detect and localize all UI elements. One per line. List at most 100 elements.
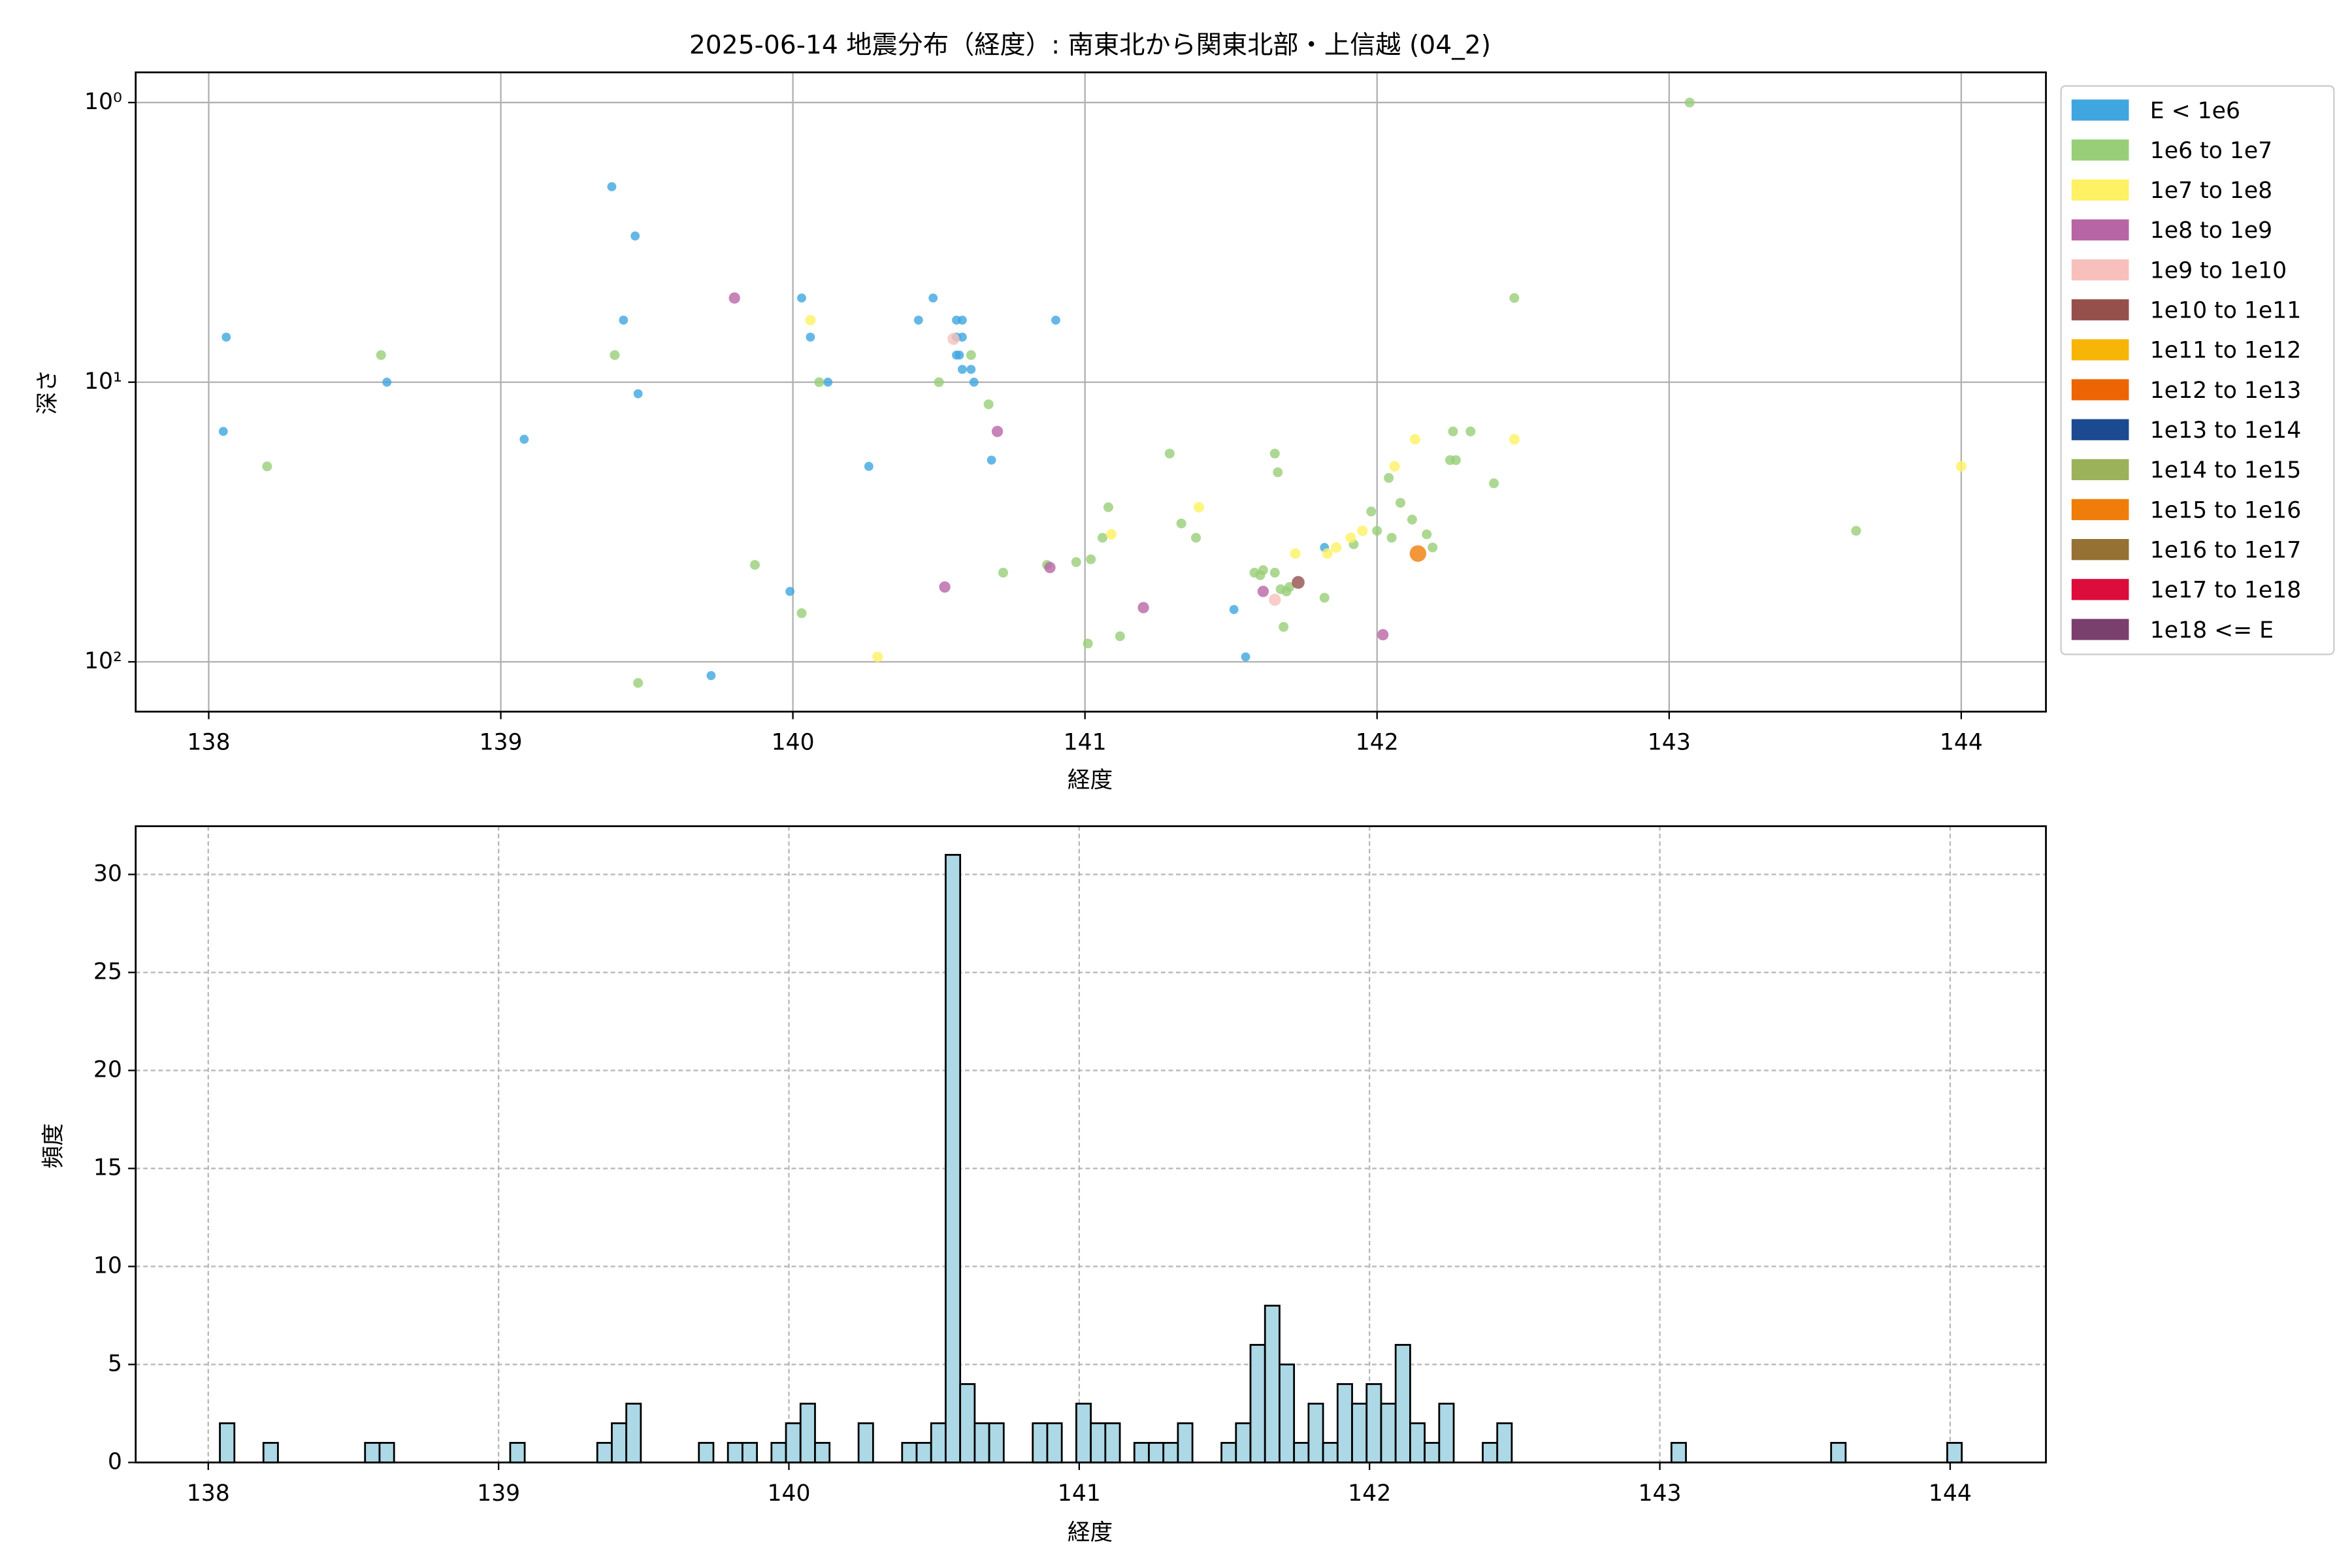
data-point <box>983 399 994 410</box>
data-point <box>1319 593 1330 603</box>
data-point <box>957 333 967 342</box>
histogram-bar <box>1235 1422 1252 1463</box>
histogram-bar <box>785 1422 802 1463</box>
y-tick-label: 0 <box>108 1448 122 1475</box>
data-point <box>1071 557 1081 567</box>
data-point <box>991 425 1004 437</box>
data-point <box>1851 525 1861 536</box>
legend-swatch <box>2071 459 2129 480</box>
data-point <box>998 568 1008 578</box>
data-point <box>1407 514 1417 525</box>
histogram-bar <box>901 1442 918 1463</box>
data-point <box>1377 629 1389 641</box>
histogram-bar <box>930 1422 947 1463</box>
histogram-bar <box>1148 1442 1165 1463</box>
data-point <box>749 560 760 570</box>
data-point <box>1257 585 1269 597</box>
data-point <box>987 455 996 465</box>
data-point <box>1255 570 1266 580</box>
histogram-bar <box>1162 1442 1179 1463</box>
histogram-bar <box>1133 1442 1150 1463</box>
plot-frame <box>135 71 2047 713</box>
data-point <box>1086 554 1096 564</box>
legend-swatch <box>2071 99 2129 121</box>
data-point <box>1269 448 1280 459</box>
data-point <box>939 581 951 593</box>
data-point <box>1422 529 1432 540</box>
data-point <box>1279 622 1289 632</box>
data-point <box>1465 426 1476 436</box>
histogram-bar <box>915 1442 932 1463</box>
histogram-bar <box>1322 1442 1339 1463</box>
x-tick-label: 142 <box>1356 730 1399 756</box>
data-point <box>785 587 795 596</box>
legend-label: 1e14 to 1e15 <box>2150 457 2301 483</box>
histogram-bar <box>1409 1422 1426 1463</box>
y-tick-label: 10¹ <box>84 368 122 395</box>
legend-label: 1e13 to 1e14 <box>2150 417 2301 444</box>
x-tick-label: 140 <box>767 1480 810 1507</box>
data-point <box>1103 502 1113 512</box>
histogram-bar <box>364 1442 381 1463</box>
data-point <box>728 292 740 304</box>
x-tick-label: 141 <box>1064 730 1107 756</box>
histogram-bar <box>219 1422 236 1463</box>
histogram-bar <box>1394 1344 1411 1463</box>
data-point <box>1051 316 1060 325</box>
histogram-bar <box>799 1403 816 1463</box>
data-point <box>1273 467 1283 478</box>
data-point <box>1083 638 1093 649</box>
data-point <box>928 293 938 303</box>
data-point <box>1428 542 1438 553</box>
y-tick-label: 20 <box>93 1056 122 1083</box>
data-point <box>262 461 272 472</box>
y-axis-label: 頻度 <box>41 1123 67 1168</box>
data-point <box>1372 525 1382 536</box>
histogram-bar <box>857 1422 874 1463</box>
x-tick-label: 139 <box>477 1480 520 1507</box>
histogram-bar <box>959 1383 976 1463</box>
legend-swatch <box>2071 139 2129 161</box>
histogram-bar <box>1090 1422 1107 1463</box>
legend-swatch <box>2071 299 2129 321</box>
histogram-bar <box>1670 1442 1687 1463</box>
y-tick-label: 30 <box>93 860 122 887</box>
data-point <box>1191 532 1201 543</box>
x-tick-label: 143 <box>1648 730 1691 756</box>
data-point <box>913 316 923 325</box>
histogram-bar <box>1351 1403 1368 1463</box>
data-point <box>957 316 967 325</box>
data-point <box>864 461 874 471</box>
data-point <box>1229 604 1239 614</box>
legend-swatch <box>2071 219 2129 241</box>
histogram-bar <box>1220 1442 1237 1463</box>
data-point <box>1509 434 1520 445</box>
histogram-bar <box>945 854 962 1463</box>
data-point <box>1044 561 1056 574</box>
histogram-bar <box>727 1442 743 1463</box>
data-point <box>1176 518 1186 529</box>
x-axis-label: 経度 <box>1068 1520 1113 1546</box>
y-axis-label: 深さ <box>35 369 61 414</box>
histogram-bar <box>1424 1442 1441 1463</box>
histogram-bar <box>1336 1383 1353 1463</box>
histogram-bar <box>1264 1305 1281 1463</box>
data-point <box>1386 532 1397 543</box>
data-point <box>947 333 960 345</box>
histogram-bar <box>973 1422 990 1463</box>
legend-label: 1e9 to 1e10 <box>2150 257 2287 284</box>
histogram-bar <box>596 1442 613 1463</box>
data-point <box>1357 525 1368 536</box>
data-point <box>1345 532 1356 544</box>
legend-label: 1e17 to 1e18 <box>2150 578 2301 604</box>
legend-label: 1e10 to 1e11 <box>2150 298 2301 324</box>
data-point <box>633 389 643 399</box>
histogram-bar <box>1482 1442 1499 1463</box>
data-point <box>1269 593 1281 606</box>
legend-label: 1e18 <= E <box>2150 617 2274 644</box>
data-point <box>1115 631 1125 642</box>
data-point <box>1489 478 1499 489</box>
x-tick-label: 143 <box>1639 1480 1682 1507</box>
